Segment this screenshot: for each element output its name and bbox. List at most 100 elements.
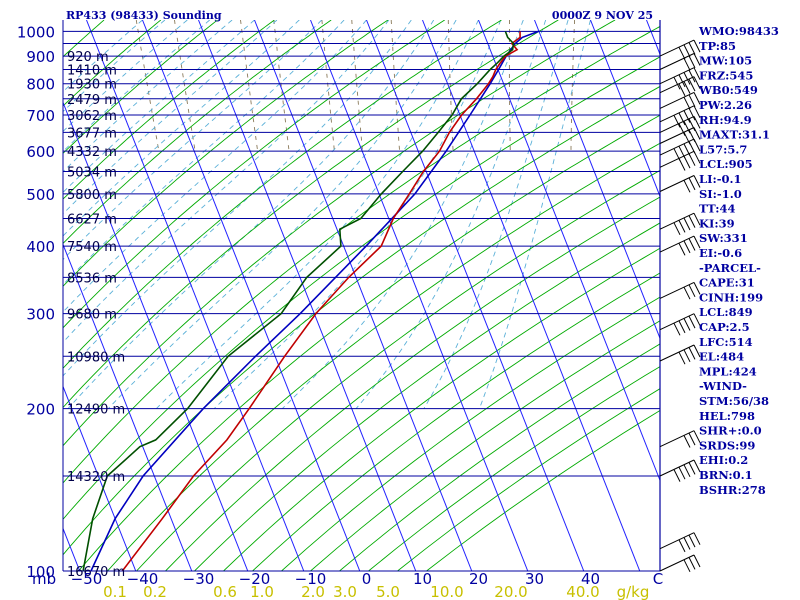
moist-adiabat: [213, 20, 502, 409]
wind-barb-feather: [683, 81, 691, 94]
dry-adiabat: [281, 296, 660, 571]
height-level-label: 1410 m: [67, 64, 117, 79]
wind-barb-feather: [688, 42, 696, 55]
wind-barb-feather: [693, 127, 701, 140]
mixing-ratio-line: [240, 20, 259, 152]
wind-barb: [659, 175, 701, 193]
temperature-tick-label: 10: [413, 570, 432, 588]
height-level-label: 5034 m: [67, 166, 117, 181]
height-level-label: 3062 m: [67, 109, 117, 124]
temperature-tick-label: −10: [295, 570, 327, 588]
sounding-index-entry: CAP:2.5: [699, 320, 750, 334]
dry-adiabat: [63, 20, 616, 447]
sounding-index-entry: PW:2.26: [699, 98, 752, 112]
mixing-ratio-label: 1.0: [250, 583, 274, 600]
wind-barb-feather: [673, 222, 681, 236]
wind-barb-feather: [688, 534, 696, 548]
pressure-tick-label: 700: [26, 107, 55, 125]
dry-adiabat: [63, 20, 445, 329]
dry-adiabat: [223, 247, 660, 571]
wind-barb: [659, 105, 701, 128]
temperature-unit-label: C: [653, 570, 663, 588]
wind-barb-feather: [688, 462, 696, 475]
mixing-ratio-line: [321, 20, 335, 152]
wind-barb-feather: [683, 537, 691, 550]
height-level-label: 12490 m: [67, 403, 125, 418]
wind-barb-feather: [683, 286, 691, 300]
wind-barb-feather: [678, 112, 686, 126]
wind-barb-feather: [693, 53, 701, 66]
dry-adiabat: [63, 20, 559, 409]
isotherm-line: [142, 20, 361, 571]
chart-title: RP433 (98433) Sounding: [66, 9, 222, 22]
moist-adiabat: [156, 20, 479, 409]
wind-barb: [659, 39, 701, 60]
moist-adiabat: [63, 20, 233, 173]
pressure-tick-label: 1000: [17, 23, 55, 41]
wind-barb: [659, 532, 701, 553]
wind-barb-feather: [683, 58, 691, 71]
dry-adiabat: [252, 272, 660, 571]
wind-barb-feather: [683, 240, 691, 254]
temperature-tick-label: −50: [71, 570, 103, 588]
sounding-index-entry: STM:56/38: [699, 394, 769, 408]
wind-barb-feather: [683, 120, 691, 134]
wind-barb-feather: [688, 215, 696, 228]
mixing-ratio-line: [351, 20, 363, 152]
sounding-index-entry: RH:94.9: [699, 113, 752, 127]
moist-adiabat: [478, 20, 591, 409]
wind-barb: [659, 344, 701, 365]
mixing-ratio-line: [135, 20, 160, 152]
mixing-ratio-label: 20.0: [494, 583, 527, 600]
pressure-tick-label: 100: [26, 563, 55, 581]
wind-barb-feather: [693, 430, 701, 443]
wind-barb-feather: [693, 175, 701, 188]
sounding-index-entry: WB0:549: [698, 83, 758, 97]
wind-barb-shaft: [659, 39, 695, 57]
wind-barb: [659, 91, 701, 110]
wind-barb-feather: [678, 243, 686, 256]
wind-barb-feather: [693, 92, 701, 105]
height-level-label: 14320 m: [67, 470, 125, 485]
parcel-trace: [90, 30, 539, 571]
temperature-tick-label: 0: [362, 570, 372, 588]
pressure-tick-label: 500: [26, 186, 55, 204]
sounding-index-entry: EL:484: [699, 350, 744, 364]
wind-barb-feather: [683, 96, 691, 110]
moist-adiabat: [63, 20, 367, 313]
dry-adiabat: [136, 169, 660, 571]
moist-adiabat: [63, 20, 300, 237]
sounding-index-entry: MW:105: [699, 54, 752, 68]
plot-frame: [62, 20, 661, 572]
moist-adiabat: [107, 20, 457, 409]
height-level-label: 5800 m: [67, 188, 117, 203]
wind-barb-feather: [688, 129, 696, 143]
height-level-label: 7540 m: [67, 240, 117, 255]
moist-adiabat: [63, 20, 345, 286]
wind-barb-feather: [678, 539, 686, 553]
wind-barb-feather: [688, 432, 696, 446]
wind-barb-feather: [693, 554, 701, 568]
sounding-index-entry: -WIND-: [699, 379, 747, 393]
wind-barb-feather: [678, 146, 686, 159]
wind-barb-feather: [693, 313, 701, 326]
moist-adiabat: [63, 20, 390, 343]
wind-barb-feather: [673, 469, 681, 482]
sounding-indices: WMO:98433TP:85MW:105FRZ:545WB0:549PW:2.2…: [698, 24, 779, 497]
sounding-index-entry: -PARCEL-: [699, 261, 761, 275]
dry-adiabat: [194, 222, 660, 571]
height-level-label: 6627 m: [67, 213, 117, 228]
wind-barb: [659, 313, 701, 336]
mixing-ratio-line: [508, 20, 511, 152]
isotherm-line: [254, 20, 473, 571]
wind-barb-shaft: [659, 212, 695, 230]
sounding-index-entry: CINH:199: [699, 290, 763, 304]
pressure-tick-label: 400: [26, 238, 55, 256]
height-level-label: 8536 m: [67, 271, 117, 286]
pressure-unit-label: mb: [32, 570, 56, 588]
moist-adiabat: [63, 20, 210, 153]
wind-barb-feather: [693, 212, 701, 226]
pressure-tick-label: 600: [26, 143, 55, 161]
moist-adiabat: [355, 20, 547, 409]
